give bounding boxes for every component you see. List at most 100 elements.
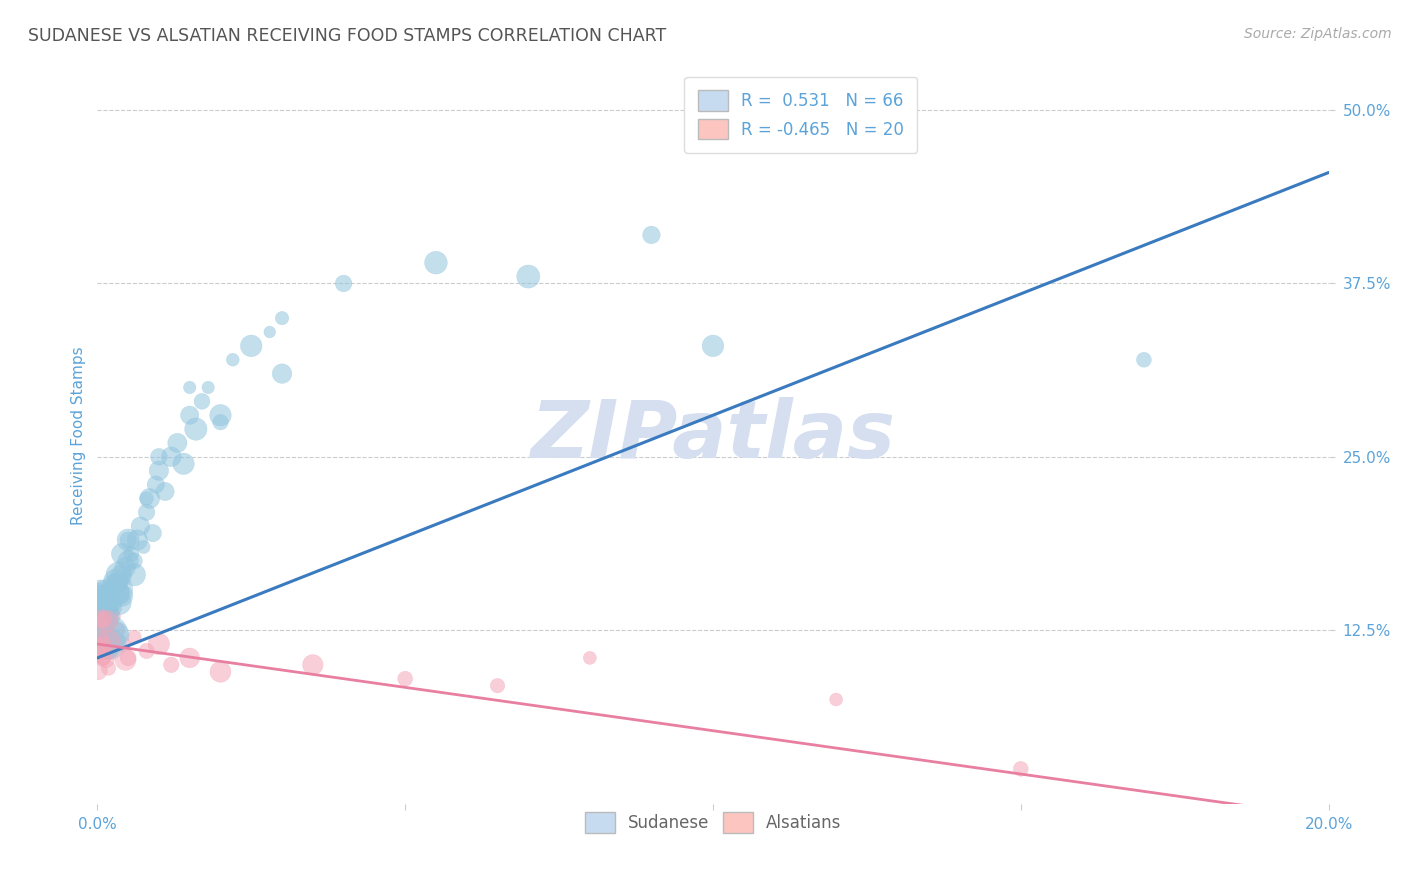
Point (332, 277, 354, 291)
Point (89, 632, 111, 646)
Point (89, 583, 111, 598)
Point (100, 599, 122, 614)
Text: SUDANESE VS ALSATIAN RECEIVING FOOD STAMPS CORRELATION CHART: SUDANESE VS ALSATIAN RECEIVING FOOD STAM… (28, 27, 666, 45)
Point (100, 625, 122, 640)
Point (160, 450, 183, 464)
Point (87, 664, 110, 678)
Point (425, 255, 447, 269)
Point (97, 589, 120, 603)
Point (148, 637, 170, 651)
Point (93, 626, 115, 640)
Point (825, 692, 848, 706)
Point (104, 574, 127, 589)
Point (117, 533, 139, 547)
Point (702, 339, 724, 353)
Point (117, 554, 139, 568)
Point (89, 623, 111, 637)
Point (91, 640, 114, 654)
Point (120, 547, 142, 561)
Point (179, 651, 201, 665)
Point (91, 612, 114, 626)
Point (93, 651, 115, 665)
Point (117, 651, 139, 665)
Point (184, 422, 207, 436)
Point (90, 589, 112, 603)
Point (96, 630, 118, 644)
Point (98, 605, 121, 619)
Point (111, 637, 134, 651)
Point (98, 589, 121, 603)
Point (394, 672, 416, 686)
Point (93, 616, 115, 631)
Point (148, 450, 170, 464)
Point (89, 615, 111, 629)
Point (191, 394, 214, 409)
Point (101, 582, 124, 596)
Point (93, 614, 115, 628)
Point (89, 609, 111, 624)
Point (142, 526, 165, 541)
Point (98, 637, 121, 651)
Point (87, 643, 110, 657)
Point (93, 602, 115, 616)
Point (89, 636, 111, 650)
Point (93, 598, 115, 612)
Point (108, 567, 131, 582)
Point (107, 585, 129, 599)
Point (209, 415, 232, 429)
Point (91, 619, 114, 633)
Point (173, 457, 195, 471)
Legend: R =  0.531   N = 66, R = -0.465   N = 20: R = 0.531 N = 66, R = -0.465 N = 20 (685, 77, 917, 153)
Point (101, 595, 124, 609)
Point (153, 484, 176, 499)
Point (640, 227, 662, 242)
Point (240, 339, 263, 353)
Point (87, 601, 110, 615)
Point (94, 637, 117, 651)
Point (135, 644, 157, 658)
Point (148, 464, 170, 478)
Point (124, 567, 146, 582)
Point (98, 634, 121, 648)
Point (117, 533, 139, 547)
Point (1133, 352, 1156, 367)
Point (89, 616, 111, 631)
Point (1010, 762, 1032, 776)
Point (124, 630, 146, 644)
Point (94, 635, 117, 649)
Point (101, 609, 124, 624)
Point (90, 607, 112, 621)
Point (145, 477, 167, 491)
Point (138, 491, 160, 506)
Point (132, 540, 155, 554)
Point (91, 613, 114, 627)
Point (105, 582, 128, 597)
Point (517, 269, 540, 284)
Point (96, 615, 118, 629)
Point (104, 574, 127, 589)
Point (259, 325, 281, 339)
Point (135, 491, 157, 506)
Point (101, 582, 124, 596)
Point (108, 595, 131, 609)
Point (97, 602, 120, 616)
Point (124, 554, 146, 568)
Point (160, 657, 183, 672)
Point (96, 602, 118, 616)
Point (129, 519, 152, 533)
Point (579, 651, 602, 665)
Point (271, 367, 294, 381)
Y-axis label: Receiving Food Stamps: Receiving Food Stamps (72, 347, 86, 525)
Point (114, 653, 136, 667)
Point (94, 652, 117, 666)
Point (114, 561, 136, 575)
Point (105, 628, 128, 642)
Point (179, 380, 201, 394)
Point (209, 665, 232, 679)
Point (110, 567, 132, 582)
Point (301, 657, 323, 672)
Point (96, 586, 118, 600)
Point (486, 679, 509, 693)
Point (91, 623, 114, 637)
Point (90, 648, 112, 663)
